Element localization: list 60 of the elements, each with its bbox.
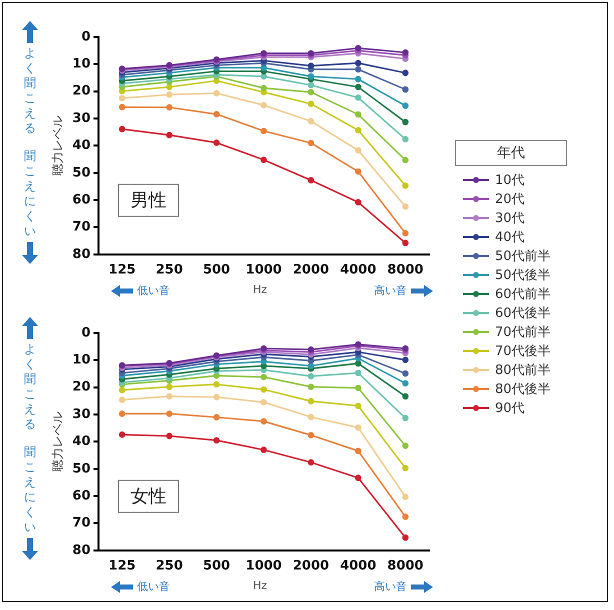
x-tick-label: 1000 xyxy=(246,262,282,278)
x-axis-title: Hz xyxy=(253,283,268,296)
text: 低い音 xyxy=(136,579,170,594)
text: 男性 xyxy=(130,190,166,212)
legend-label: 30代 xyxy=(494,210,526,227)
text: 高い音 xyxy=(374,283,408,298)
legend-label: 60代前半 xyxy=(494,286,552,303)
legend-label: 60代後半 xyxy=(494,304,552,322)
y-tick-label: 0 xyxy=(81,325,90,340)
y-tick-label: 30 xyxy=(72,406,90,422)
x-tick-label: 250 xyxy=(156,558,183,574)
y-axis-title: 聴力レベル xyxy=(50,412,64,472)
text: 低い音 xyxy=(136,283,170,298)
y-tick-label: 70 xyxy=(72,516,90,531)
y-tick-label: 50 xyxy=(72,165,90,180)
x-tick-label: 4000 xyxy=(340,558,376,574)
text: 聞こえにくい xyxy=(23,149,37,239)
y-axis-title: 聴力レベル xyxy=(50,116,64,176)
y-tick-label: 60 xyxy=(72,192,90,208)
legend-label: 80代前半 xyxy=(494,362,552,379)
legend-label: 10代 xyxy=(494,172,526,189)
x-tick-label: 8000 xyxy=(387,262,424,278)
legend-title: 年代 xyxy=(455,140,567,166)
y-tick-label: 20 xyxy=(72,84,90,99)
x-tick-label: 250 xyxy=(156,262,183,278)
legend-label: 50代前半 xyxy=(494,248,552,265)
y-tick-label: 70 xyxy=(72,220,90,235)
legend-label: 80代後半 xyxy=(494,380,552,398)
x-tick-label: 8000 xyxy=(387,558,424,574)
x-tick-label: 1000 xyxy=(246,558,282,574)
x-tick-label: 2000 xyxy=(292,558,330,574)
text: よく聞こえる xyxy=(23,46,37,136)
x-tick-label: 500 xyxy=(202,558,230,574)
x-tick-label: 2000 xyxy=(292,262,330,278)
y-tick-label: 80 xyxy=(72,542,90,558)
y-tick-label: 40 xyxy=(72,434,90,450)
text: よく聞こえる xyxy=(23,342,37,432)
y-tick-label: 20 xyxy=(72,380,90,395)
y-tick-label: 10 xyxy=(72,56,90,72)
legend-label: 40代 xyxy=(494,228,526,246)
y-tick-label: 60 xyxy=(72,488,90,504)
text: 聞こえにくい xyxy=(23,445,37,535)
legend-label: 50代後半 xyxy=(494,266,552,284)
y-tick-label: 0 xyxy=(81,29,90,44)
y-tick-label: 80 xyxy=(72,246,90,262)
legend-label: 90代 xyxy=(494,400,526,417)
x-axis-title: Hz xyxy=(253,579,268,592)
y-tick-label: 10 xyxy=(72,352,90,368)
x-tick-label: 500 xyxy=(202,262,230,278)
x-tick-label: 125 xyxy=(108,558,136,574)
y-tick-label: 30 xyxy=(72,110,90,126)
legend-label: 70代後半 xyxy=(494,342,552,360)
legend-label: 20代 xyxy=(494,190,526,208)
text: 女性 xyxy=(130,486,166,508)
y-tick-label: 50 xyxy=(72,461,90,476)
y-tick-label: 40 xyxy=(72,138,90,154)
x-tick-label: 125 xyxy=(108,262,136,278)
legend-label: 70代前半 xyxy=(494,324,552,341)
x-tick-label: 4000 xyxy=(340,262,376,278)
text: 高い音 xyxy=(374,579,408,594)
